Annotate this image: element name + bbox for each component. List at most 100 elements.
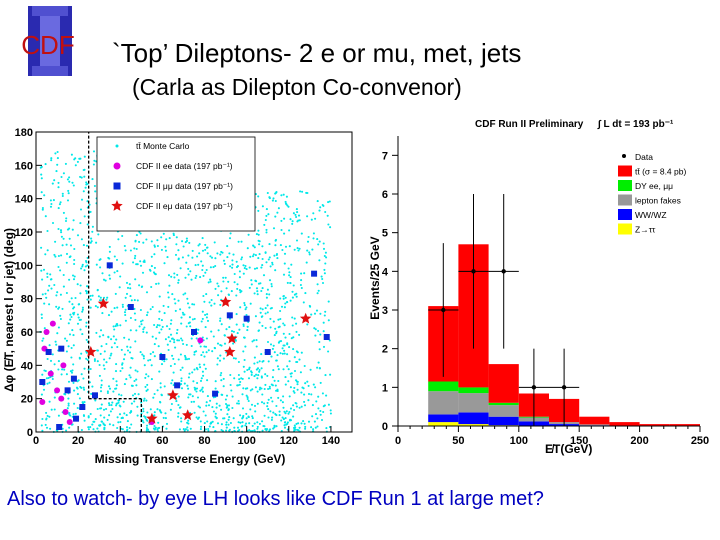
mc-point	[274, 327, 277, 330]
mc-point	[57, 414, 60, 417]
mc-point	[184, 428, 187, 431]
mc-point	[82, 190, 85, 193]
mc-point	[187, 322, 190, 325]
mc-point	[256, 377, 259, 380]
mc-point	[95, 331, 98, 334]
mc-point	[156, 428, 159, 431]
mc-point	[45, 377, 48, 380]
mc-point	[204, 345, 208, 348]
mc-point	[188, 241, 191, 244]
mc-point	[40, 424, 43, 427]
x-tick-label: 0	[33, 435, 39, 447]
mc-point	[241, 393, 244, 396]
mc-point	[327, 403, 330, 406]
mc-point	[129, 366, 132, 369]
mc-point	[80, 198, 84, 201]
mc-point	[152, 351, 155, 354]
mc-point	[276, 365, 279, 368]
mc-point	[202, 410, 205, 413]
mc-point	[145, 373, 148, 376]
mc-point	[205, 337, 208, 340]
mc-point	[57, 254, 60, 258]
mc-point	[280, 305, 284, 308]
mc-point	[302, 387, 305, 390]
mc-point	[180, 387, 184, 390]
mc-point	[327, 300, 330, 303]
mc-point	[296, 380, 299, 383]
mc-point	[206, 313, 209, 316]
mumu-data-point	[70, 375, 77, 382]
mc-point	[41, 208, 44, 211]
mc-point	[112, 390, 115, 393]
mc-point	[249, 255, 252, 258]
mc-point	[106, 390, 109, 393]
mc-point	[244, 424, 247, 427]
mc-point	[156, 408, 159, 411]
mc-point	[250, 403, 254, 406]
mc-point	[284, 383, 287, 386]
mc-point	[199, 389, 202, 392]
mc-point	[274, 192, 277, 195]
mc-point	[168, 327, 171, 331]
mc-point	[91, 294, 94, 297]
mc-point	[275, 425, 278, 428]
mc-point	[92, 150, 96, 153]
mc-point	[81, 306, 84, 309]
mc-point	[186, 421, 189, 424]
mc-point	[142, 355, 145, 358]
mumu-data-point	[226, 312, 233, 319]
mc-point	[216, 282, 219, 285]
mc-point	[156, 389, 159, 392]
mc-point	[192, 380, 195, 383]
mc-point	[92, 420, 95, 423]
mc-point	[213, 241, 216, 244]
mc-point	[305, 261, 308, 264]
mc-point	[317, 395, 320, 398]
data-point	[561, 385, 567, 390]
mc-point	[242, 350, 245, 353]
mc-point	[230, 330, 234, 333]
mc-point	[231, 395, 234, 398]
legend-label: CDF II ee data (197 pb⁻¹)	[136, 161, 233, 171]
mc-point	[273, 379, 276, 382]
mc-point	[191, 318, 194, 321]
mc-point	[83, 215, 86, 218]
mc-point	[87, 428, 90, 431]
mumu-data-point	[91, 392, 98, 399]
mc-point	[165, 422, 169, 425]
mc-point	[172, 234, 175, 237]
mc-point	[266, 340, 270, 344]
mc-point	[243, 370, 246, 373]
mc-point	[163, 312, 166, 315]
y-tick-label: 180	[15, 127, 33, 139]
mc-point	[139, 260, 142, 263]
mc-point	[237, 399, 240, 403]
mc-point	[122, 400, 125, 403]
mc-point	[312, 428, 315, 431]
mc-point	[116, 402, 119, 405]
scatter-chart: 0 20 40 60 80 100 120 1400204060801001201401601…	[2, 127, 353, 466]
mc-point	[223, 334, 226, 337]
mc-point	[231, 259, 234, 262]
mc-point	[187, 419, 190, 422]
mc-point	[192, 400, 196, 403]
mc-point	[51, 377, 54, 381]
mc-point	[299, 283, 302, 287]
mc-point	[164, 245, 167, 248]
mc-point	[283, 232, 286, 235]
mc-point	[149, 358, 152, 361]
mumu-data-point	[58, 345, 65, 352]
mc-point	[76, 406, 79, 410]
mc-point	[293, 317, 296, 320]
mc-point	[325, 427, 328, 430]
mc-point	[324, 262, 327, 265]
mc-point	[54, 240, 57, 243]
legend-marker-mc	[115, 144, 119, 148]
mc-point	[245, 412, 248, 415]
mc-point	[58, 306, 61, 309]
mc-point	[191, 249, 194, 252]
mc-point	[188, 306, 191, 309]
mc-point	[182, 428, 185, 431]
mc-point	[242, 324, 245, 328]
mc-point	[291, 316, 294, 319]
